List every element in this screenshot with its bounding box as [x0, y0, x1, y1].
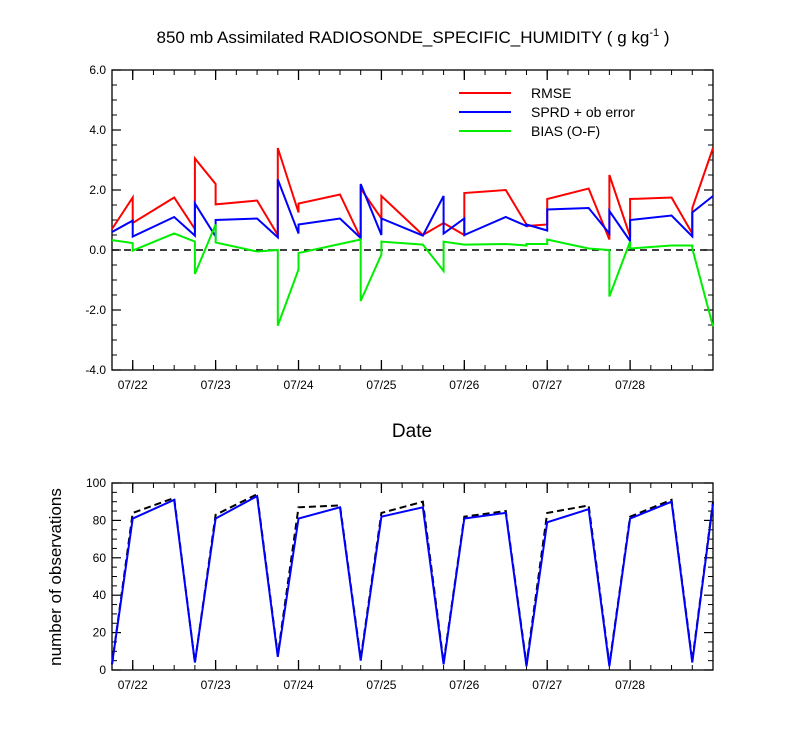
bottom-ytick-label: 100 [86, 476, 106, 490]
top-xtick-label: 07/23 [201, 378, 231, 392]
bottom-ytick-label: 40 [93, 588, 107, 602]
bottom-ytick-label: 60 [93, 551, 107, 565]
y-axis-label-observations: number of observations [46, 488, 65, 666]
chart-title-units-sup: -1 [649, 27, 659, 39]
top-plot: -4.0 -2.0 0.0 2.0 4.0 6.0 07/22 07/23 07/24 07/25… [85, 63, 714, 392]
legend-label-1: SPRD + ob error [531, 104, 635, 120]
top-ytick-label: 0.0 [89, 243, 106, 257]
chart-title-main: 850 mb Assimilated RADIOSONDE_SPECIFIC_H… [157, 28, 650, 47]
chart-title-close: ) [659, 28, 669, 47]
bottom-xtick-label: 07/27 [532, 678, 562, 692]
top-ytick-label: 6.0 [89, 63, 106, 77]
top-series-sprd-ob-error [111, 179, 714, 245]
top-ytick-label: 2.0 [89, 183, 106, 197]
legend: RMSE SPRD + ob error BIAS (O-F) [459, 85, 635, 139]
bottom-plot: 0 20 40 60 80 100 07/22 07/23 07/24 07/25 07/26 07/… [86, 476, 714, 692]
bottom-xtick-label: 07/24 [284, 678, 314, 692]
chart-title: 850 mb Assimilated RADIOSONDE_SPECIFIC_H… [157, 27, 670, 47]
top-xtick-label: 07/22 [118, 378, 148, 392]
x-axis-label: Date [392, 421, 432, 442]
bottom-series-possible [111, 492, 714, 665]
top-ytick-label: 4.0 [89, 123, 106, 137]
top-series-bias-o-f [111, 224, 714, 327]
bottom-xtick-label: 07/23 [201, 678, 231, 692]
top-ytick-label: -2.0 [85, 303, 106, 317]
bottom-series-assimilated [111, 494, 714, 667]
top-xtick-label: 07/25 [366, 378, 396, 392]
bottom-ytick-label: 0 [99, 663, 106, 677]
top-series-rmse [111, 147, 714, 240]
bottom-xtick-label: 07/22 [118, 678, 148, 692]
top-xtick-label: 07/28 [615, 378, 645, 392]
bottom-xtick-label: 07/28 [615, 678, 645, 692]
top-xtick-label: 07/24 [284, 378, 314, 392]
top-xtick-label: 07/27 [532, 378, 562, 392]
bottom-ytick-label: 20 [93, 626, 107, 640]
bottom-xtick-label: 07/25 [366, 678, 396, 692]
top-xtick-label: 07/26 [449, 378, 479, 392]
top-ytick-label: -4.0 [85, 363, 106, 377]
legend-label-2: BIAS (O-F) [531, 123, 600, 139]
bottom-ytick-label: 80 [93, 513, 107, 527]
bottom-xtick-label: 07/26 [449, 678, 479, 692]
legend-label-0: RMSE [531, 85, 571, 101]
